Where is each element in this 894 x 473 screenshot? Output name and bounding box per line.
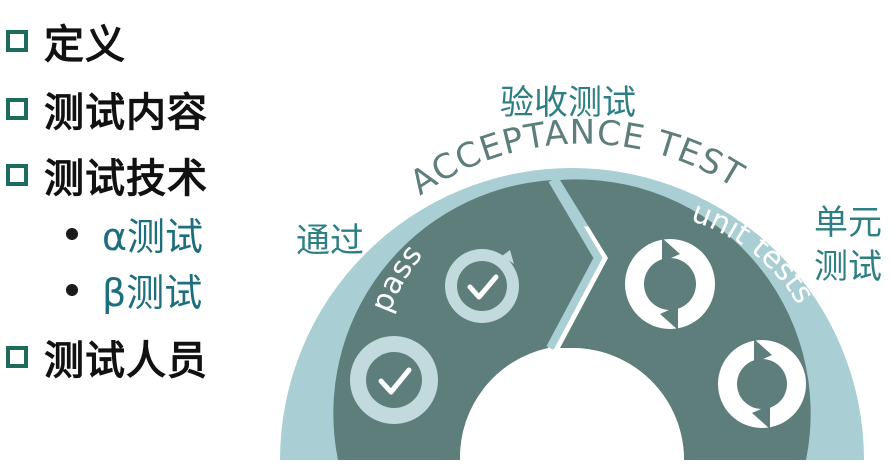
torn-edge (276, 461, 868, 473)
outline-item-staff: 测试人员 (6, 328, 208, 386)
dot-bullet-icon (66, 227, 78, 240)
square-bullet-icon (6, 98, 28, 120)
sub-item-alpha: α测试 (66, 206, 203, 261)
pass-cn-label: 通过 (296, 221, 364, 261)
outline-item-label: 测试人员 (44, 338, 208, 384)
acceptance-test-cn-label: 验收测试 (500, 83, 636, 123)
unit-test-cn-label-line1: 单元 (814, 203, 882, 243)
unit-test-cn-label-line2: 测试 (814, 247, 882, 287)
outline-item-definition: 定义 (6, 12, 126, 70)
outline-item-technique: 测试技术 (6, 146, 208, 204)
check-cycle-icon (445, 249, 519, 323)
sub-item-label: β测试 (102, 271, 203, 315)
dot-bullet-icon (66, 283, 78, 296)
square-bullet-icon (6, 30, 28, 52)
outline-item-label: 定义 (44, 22, 126, 68)
refresh-cycle-icon (718, 339, 806, 429)
check-cycle-icon (350, 336, 438, 424)
inner-hollow (460, 348, 684, 460)
square-bullet-icon (6, 164, 28, 186)
sub-item-label: α测试 (102, 215, 204, 259)
outline-item-label: 测试技术 (44, 156, 208, 202)
refresh-cycle-icon (625, 238, 715, 330)
outline-item-content: 测试内容 (6, 80, 208, 138)
square-bullet-icon (6, 346, 28, 368)
chevron-divider (546, 177, 603, 350)
outline-item-label: 测试内容 (44, 90, 208, 136)
sub-item-beta: β测试 (66, 262, 202, 317)
